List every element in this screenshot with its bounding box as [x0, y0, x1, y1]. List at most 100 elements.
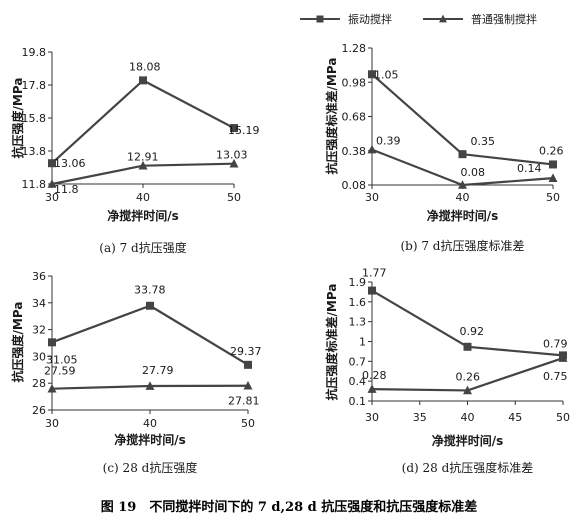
x-axis-title: 净搅拌时间/s: [432, 433, 504, 448]
data-label: 18.08: [129, 60, 161, 73]
x-tick-label: 30: [45, 417, 59, 430]
data-label: 12.91: [127, 151, 159, 164]
y-tick-label: 11.8: [22, 178, 47, 191]
y-tick-label: 0.1: [349, 395, 367, 408]
data-label: 0.26: [456, 370, 481, 383]
data-label: 0.35: [471, 135, 496, 148]
series-vibration-mixing: 1.77 0.92 0.79: [362, 267, 568, 360]
data-point-triangle: [463, 385, 472, 395]
legend-label: 普通强制搅拌: [471, 12, 537, 26]
series-forced-mixing: 27.59 27.79 27.81: [44, 364, 260, 408]
data-point-triangle: [145, 381, 155, 390]
data-point-triangle: [47, 383, 57, 393]
data-label: 13.03: [216, 149, 248, 162]
y-tick-label: 30: [32, 350, 46, 363]
data-point-square: [146, 301, 154, 310]
x-tick-label: 40: [461, 411, 475, 424]
x-tick-label: 30: [365, 191, 379, 204]
y-tick-label: 0.68: [342, 111, 367, 124]
y-tick-label: 19.8: [22, 46, 47, 59]
chart-panel-d: 0.1 0.4 0.7 1 1.3 1.6 1.9 30 35 40 45 50 净搅拌时间/s 抗压强度…: [324, 267, 570, 475]
data-point-square: [139, 76, 147, 85]
data-point-triangle: [367, 144, 377, 154]
x-tick-label: 50: [241, 417, 255, 430]
data-label: 0.92: [460, 325, 485, 338]
data-label: 0.75: [543, 370, 568, 383]
data-point-square: [244, 360, 252, 369]
data-point-square: [549, 160, 557, 169]
series-forced-mixing: 0.28 0.26 0.75: [362, 353, 568, 395]
data-point-triangle: [458, 180, 467, 189]
series-forced-mixing: 0.39 0.08 0.14: [367, 135, 558, 189]
data-point-square: [230, 124, 238, 133]
data-point-square: [463, 342, 472, 351]
chart-panel-b: 0.08 0.38 0.68 0.98 1.28 30 40 50 净搅拌时间/s 抗压强度标准差…: [324, 42, 564, 253]
figure-caption: 图 19 不同搅拌时间下的 7 d,28 d 抗压强度和抗压强度标准差: [101, 499, 478, 515]
x-tick-label: 40: [136, 191, 150, 204]
y-tick-label: 13.8: [22, 145, 47, 158]
data-label: 31.05: [46, 353, 78, 366]
x-axis-title: 净搅拌时间/s: [427, 208, 499, 223]
y-tick-label: 36: [32, 270, 46, 283]
data-label: 29.37: [230, 345, 262, 358]
x-tick-label: 50: [546, 191, 560, 204]
x-tick-label: 40: [456, 191, 470, 204]
legend-item-2: 普通强制搅拌: [423, 12, 537, 26]
legend-item-1: 振动搅拌: [300, 12, 392, 26]
panel-caption: (a) 7 d抗压强度: [99, 240, 186, 255]
data-point-square: [48, 338, 56, 347]
data-label: 0.26: [539, 144, 564, 157]
data-point-triangle: [47, 179, 57, 188]
y-tick-label: 1.9: [349, 276, 367, 289]
y-tick-label: 0.38: [342, 145, 367, 158]
x-tick-label: 50: [227, 191, 241, 204]
y-tick-label: 26: [32, 404, 46, 417]
x-tick-label: 35: [413, 411, 427, 424]
data-label: 13.06: [54, 157, 86, 170]
y-tick-label: 34: [32, 297, 46, 310]
data-point-square: [368, 70, 376, 79]
data-label: 0.08: [461, 166, 486, 179]
y-tick-label: 0.98: [342, 76, 367, 89]
chart-panels: 11.8 13.8 15.8 17.8 19.8 30 40 50 净搅拌时间/s 抗压强度/MP…: [10, 42, 570, 475]
x-tick-label: 45: [508, 411, 522, 424]
legend-label: 振动搅拌: [348, 12, 392, 26]
series-vibration-mixing: 13.06 18.08 15.19: [48, 60, 260, 170]
y-tick-label: 28: [32, 377, 46, 390]
y-tick-label: 32: [32, 324, 46, 337]
y-tick-label: 0.08: [342, 179, 367, 192]
data-point-triangle: [229, 158, 239, 168]
y-tick-label: 15.8: [22, 112, 47, 125]
y-tick-label: 1: [359, 336, 366, 349]
data-point-triangle: [558, 353, 568, 362]
y-tick-label: 1.3: [349, 316, 367, 329]
data-label: 27.59: [44, 365, 76, 378]
data-point-square: [48, 159, 56, 168]
y-axis-title: 抗压强度标准差/MPa: [324, 58, 339, 175]
chart-panel-a: 11.8 13.8 15.8 17.8 19.8 30 40 50 净搅拌时间/s 抗压强度/MP…: [10, 46, 260, 255]
y-axis-title: 抗压强度/MPa: [10, 78, 25, 159]
series-line: [51, 304, 249, 366]
data-label: 27.79: [142, 364, 174, 377]
data-label: 0.79: [543, 337, 568, 350]
panel-caption: (b) 7 d抗压强度标准差: [401, 238, 525, 253]
data-label: 15.19: [228, 124, 260, 137]
data-point-triangle: [138, 160, 148, 170]
chart-panel-c: 26 28 30 32 34 36 30 40 50 净搅拌时间/s 抗压强度/MPa (c) 28 …: [10, 270, 262, 475]
y-axis-title: 抗压强度标准差/MPa: [324, 284, 339, 401]
y-axis-title: 抗压强度/MPa: [10, 302, 25, 383]
data-label: 0.28: [362, 369, 387, 382]
y-tick-label: 17.8: [22, 79, 47, 92]
data-point-square: [458, 150, 467, 159]
legend-marker-triangle: [439, 14, 447, 23]
data-point-triangle: [367, 384, 377, 393]
data-label: 11.8: [54, 183, 79, 196]
data-point-triangle: [548, 173, 558, 182]
panel-caption: (d) 28 d抗压强度标准差: [402, 460, 534, 475]
data-label: 1.77: [362, 267, 387, 280]
x-tick-label: 30: [45, 191, 59, 204]
y-tick-label: 0.7: [349, 355, 367, 368]
y-tick-label: 1.28: [342, 42, 367, 55]
data-label: 27.81: [228, 395, 260, 408]
